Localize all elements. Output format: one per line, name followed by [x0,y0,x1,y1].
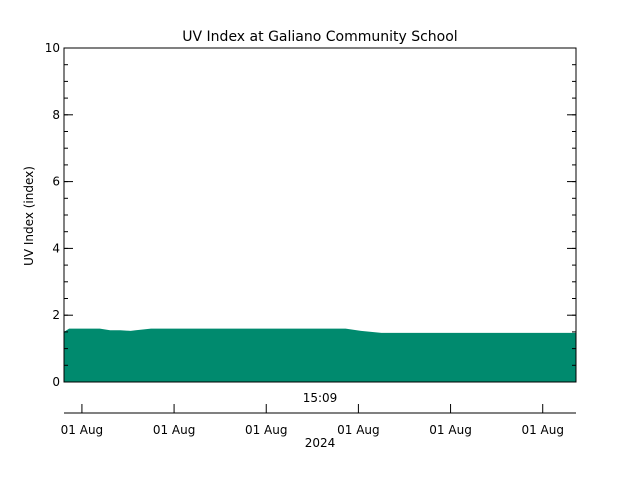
y-tick-label: 0 [52,375,60,389]
time-label: 15:09 [303,391,338,405]
uv-index-area [64,328,576,382]
x-tick-label: 01 Aug [429,423,472,437]
y-axis-label: UV Index (index) [22,166,36,266]
x-tick-label: 01 Aug [245,423,288,437]
y-tick-label: 2 [52,308,60,322]
y-tick-label: 10 [45,41,60,55]
plot-area: 0 2 4 6 8 10 01 Aug 01 Aug 01 Aug 01 Aug 01 Aug 01 … [45,41,577,437]
y-tick-label: 8 [52,108,60,122]
x-tick-label: 01 Aug [153,423,196,437]
y-tick-label: 4 [52,241,60,255]
chart-title: UV Index at Galiano Community School [182,29,457,45]
year-label: 2024 [305,436,336,450]
x-tick-label: 01 Aug [337,423,380,437]
y-tick-label: 6 [52,175,60,189]
x-tick-label: 01 Aug [521,423,564,437]
x-tick-label: 01 Aug [61,423,104,437]
